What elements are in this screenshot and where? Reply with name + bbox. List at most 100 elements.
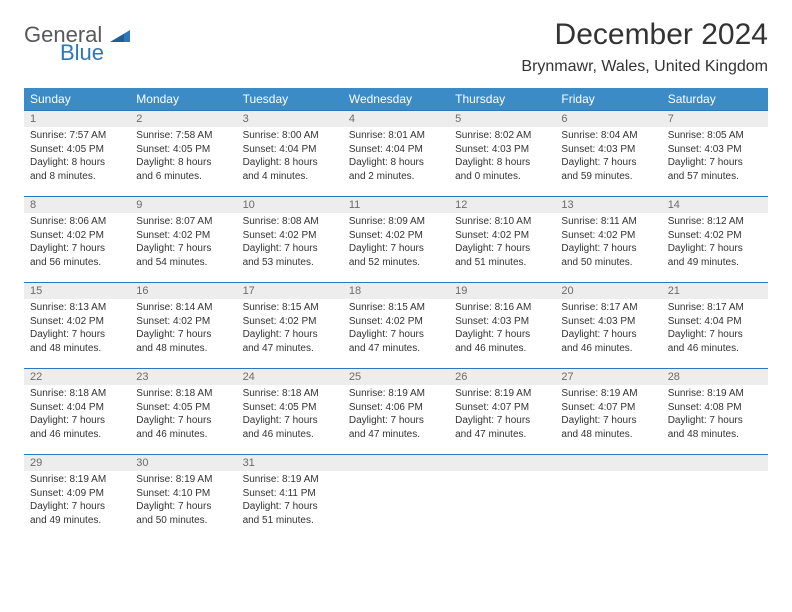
sunset-text: Sunset: 4:02 PM [349, 315, 443, 329]
daylight-text: Daylight: 7 hours and 59 minutes. [561, 156, 655, 183]
sunrise-text: Sunrise: 8:05 AM [668, 129, 762, 143]
daylight-text: Daylight: 7 hours and 56 minutes. [30, 242, 124, 269]
calendar-day-cell: 21Sunrise: 8:17 AMSunset: 4:04 PMDayligh… [662, 282, 768, 368]
sunset-text: Sunset: 4:05 PM [243, 401, 337, 415]
sunset-text: Sunset: 4:03 PM [561, 143, 655, 157]
calendar-day-cell: 9Sunrise: 8:07 AMSunset: 4:02 PMDaylight… [130, 196, 236, 282]
sunset-text: Sunset: 4:07 PM [561, 401, 655, 415]
sunset-text: Sunset: 4:04 PM [349, 143, 443, 157]
calendar-day-cell [555, 454, 661, 540]
day-details: Sunrise: 8:18 AMSunset: 4:05 PMDaylight:… [130, 385, 236, 445]
calendar-day-cell: 7Sunrise: 8:05 AMSunset: 4:03 PMDaylight… [662, 110, 768, 196]
sunrise-text: Sunrise: 8:18 AM [136, 387, 230, 401]
day-details: Sunrise: 8:16 AMSunset: 4:03 PMDaylight:… [449, 299, 555, 359]
calendar-day-cell: 26Sunrise: 8:19 AMSunset: 4:07 PMDayligh… [449, 368, 555, 454]
day-number: 29 [24, 454, 130, 471]
day-number: 17 [237, 282, 343, 299]
sunset-text: Sunset: 4:02 PM [561, 229, 655, 243]
sunrise-text: Sunrise: 8:19 AM [561, 387, 655, 401]
title-block: December 2024 Brynmawr, Wales, United Ki… [521, 18, 768, 76]
sunset-text: Sunset: 4:05 PM [136, 401, 230, 415]
day-details: Sunrise: 8:19 AMSunset: 4:08 PMDaylight:… [662, 385, 768, 445]
calendar-day-cell: 27Sunrise: 8:19 AMSunset: 4:07 PMDayligh… [555, 368, 661, 454]
calendar-body: 1Sunrise: 7:57 AMSunset: 4:05 PMDaylight… [24, 110, 768, 540]
sunrise-text: Sunrise: 8:00 AM [243, 129, 337, 143]
daylight-text: Daylight: 7 hours and 50 minutes. [136, 500, 230, 527]
day-details: Sunrise: 7:58 AMSunset: 4:05 PMDaylight:… [130, 127, 236, 187]
sunrise-text: Sunrise: 8:15 AM [243, 301, 337, 315]
day-details: Sunrise: 8:15 AMSunset: 4:02 PMDaylight:… [237, 299, 343, 359]
sunset-text: Sunset: 4:02 PM [30, 229, 124, 243]
daylight-text: Daylight: 7 hours and 47 minutes. [349, 328, 443, 355]
daylight-text: Daylight: 7 hours and 46 minutes. [30, 414, 124, 441]
day-details: Sunrise: 8:04 AMSunset: 4:03 PMDaylight:… [555, 127, 661, 187]
calendar-day-cell: 22Sunrise: 8:18 AMSunset: 4:04 PMDayligh… [24, 368, 130, 454]
sunset-text: Sunset: 4:04 PM [668, 315, 762, 329]
calendar-day-cell: 23Sunrise: 8:18 AMSunset: 4:05 PMDayligh… [130, 368, 236, 454]
day-number: 12 [449, 196, 555, 213]
sunset-text: Sunset: 4:06 PM [349, 401, 443, 415]
sunset-text: Sunset: 4:02 PM [349, 229, 443, 243]
brand-text: General Blue [24, 24, 130, 64]
daylight-text: Daylight: 7 hours and 48 minutes. [30, 328, 124, 355]
daylight-text: Daylight: 7 hours and 46 minutes. [243, 414, 337, 441]
day-details: Sunrise: 8:18 AMSunset: 4:04 PMDaylight:… [24, 385, 130, 445]
day-details: Sunrise: 8:02 AMSunset: 4:03 PMDaylight:… [449, 127, 555, 187]
sunrise-text: Sunrise: 8:19 AM [455, 387, 549, 401]
sunset-text: Sunset: 4:02 PM [668, 229, 762, 243]
day-number: 24 [237, 368, 343, 385]
brand-triangle-icon [110, 22, 130, 47]
sunset-text: Sunset: 4:03 PM [668, 143, 762, 157]
sunset-text: Sunset: 4:02 PM [136, 229, 230, 243]
sunrise-text: Sunrise: 8:19 AM [30, 473, 124, 487]
calendar-week-row: 29Sunrise: 8:19 AMSunset: 4:09 PMDayligh… [24, 454, 768, 540]
day-header: Friday [555, 88, 661, 110]
sunrise-text: Sunrise: 8:09 AM [349, 215, 443, 229]
day-number: 26 [449, 368, 555, 385]
daylight-text: Daylight: 7 hours and 48 minutes. [668, 414, 762, 441]
sunrise-text: Sunrise: 8:08 AM [243, 215, 337, 229]
day-number: 31 [237, 454, 343, 471]
daylight-text: Daylight: 8 hours and 4 minutes. [243, 156, 337, 183]
daylight-text: Daylight: 7 hours and 49 minutes. [668, 242, 762, 269]
day-details: Sunrise: 8:19 AMSunset: 4:07 PMDaylight:… [555, 385, 661, 445]
sunset-text: Sunset: 4:02 PM [243, 315, 337, 329]
daylight-text: Daylight: 8 hours and 6 minutes. [136, 156, 230, 183]
sunset-text: Sunset: 4:02 PM [136, 315, 230, 329]
day-number-empty [449, 454, 555, 471]
calendar-day-cell: 29Sunrise: 8:19 AMSunset: 4:09 PMDayligh… [24, 454, 130, 540]
daylight-text: Daylight: 7 hours and 54 minutes. [136, 242, 230, 269]
sunrise-text: Sunrise: 8:12 AM [668, 215, 762, 229]
day-number: 28 [662, 368, 768, 385]
sunset-text: Sunset: 4:10 PM [136, 487, 230, 501]
sunset-text: Sunset: 4:05 PM [30, 143, 124, 157]
day-details: Sunrise: 8:13 AMSunset: 4:02 PMDaylight:… [24, 299, 130, 359]
day-number: 8 [24, 196, 130, 213]
day-details: Sunrise: 8:07 AMSunset: 4:02 PMDaylight:… [130, 213, 236, 273]
sunrise-text: Sunrise: 8:04 AM [561, 129, 655, 143]
daylight-text: Daylight: 8 hours and 0 minutes. [455, 156, 549, 183]
calendar-day-cell: 8Sunrise: 8:06 AMSunset: 4:02 PMDaylight… [24, 196, 130, 282]
calendar-day-cell: 12Sunrise: 8:10 AMSunset: 4:02 PMDayligh… [449, 196, 555, 282]
daylight-text: Daylight: 7 hours and 46 minutes. [668, 328, 762, 355]
calendar-day-cell: 5Sunrise: 8:02 AMSunset: 4:03 PMDaylight… [449, 110, 555, 196]
calendar-day-cell: 24Sunrise: 8:18 AMSunset: 4:05 PMDayligh… [237, 368, 343, 454]
day-header: Monday [130, 88, 236, 110]
day-details: Sunrise: 8:05 AMSunset: 4:03 PMDaylight:… [662, 127, 768, 187]
day-number: 4 [343, 110, 449, 127]
calendar-day-cell: 25Sunrise: 8:19 AMSunset: 4:06 PMDayligh… [343, 368, 449, 454]
sunrise-text: Sunrise: 7:57 AM [30, 129, 124, 143]
day-details: Sunrise: 8:14 AMSunset: 4:02 PMDaylight:… [130, 299, 236, 359]
sunset-text: Sunset: 4:07 PM [455, 401, 549, 415]
sunrise-text: Sunrise: 8:17 AM [668, 301, 762, 315]
day-number: 18 [343, 282, 449, 299]
page-header: General Blue December 2024 Brynmawr, Wal… [24, 18, 768, 76]
calendar-day-cell: 30Sunrise: 8:19 AMSunset: 4:10 PMDayligh… [130, 454, 236, 540]
calendar-week-row: 15Sunrise: 8:13 AMSunset: 4:02 PMDayligh… [24, 282, 768, 368]
day-number: 1 [24, 110, 130, 127]
day-number: 10 [237, 196, 343, 213]
day-header: Thursday [449, 88, 555, 110]
calendar-week-row: 8Sunrise: 8:06 AMSunset: 4:02 PMDaylight… [24, 196, 768, 282]
sunset-text: Sunset: 4:02 PM [455, 229, 549, 243]
day-number-empty [555, 454, 661, 471]
